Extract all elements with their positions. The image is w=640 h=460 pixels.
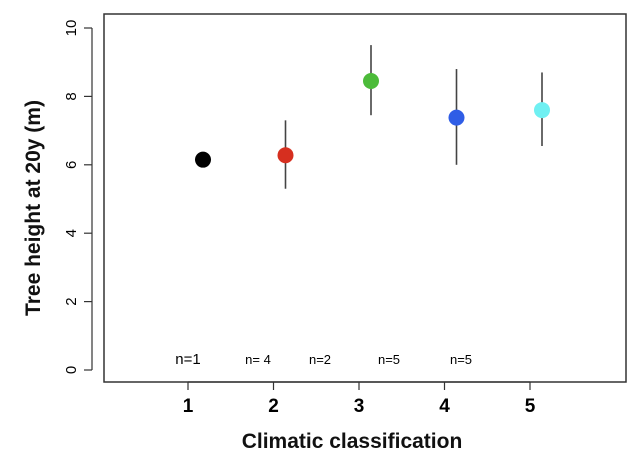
x-tick-label: 3 — [354, 396, 365, 417]
x-tick-label: 2 — [268, 396, 279, 417]
y-tick-label: 0 — [63, 366, 80, 374]
sample-size-label: n=5 — [378, 352, 400, 367]
x-tick-label: 5 — [525, 396, 536, 417]
x-tick-label: 1 — [183, 396, 194, 417]
sample-size-label: n=2 — [309, 352, 331, 367]
y-tick-label: 10 — [63, 20, 80, 37]
data-point — [534, 102, 550, 119]
data-point — [363, 73, 379, 90]
sample-size-label: n=5 — [450, 352, 472, 367]
plot-area-border — [103, 13, 627, 383]
y-tick-label: 2 — [63, 297, 80, 305]
x-axis-title: Climatic classification — [242, 430, 463, 453]
data-point — [195, 151, 211, 168]
x-tick-label: 4 — [439, 396, 450, 417]
data-point — [277, 147, 294, 164]
y-tick-label: 4 — [63, 229, 80, 237]
sample-size-label: n=1 — [175, 351, 200, 368]
y-axis-title: Tree height at 20y (m) — [22, 100, 45, 316]
data-point — [448, 109, 465, 126]
y-tick-label: 6 — [63, 161, 80, 169]
sample-size-label: n= 4 — [245, 352, 271, 367]
y-tick-label: 8 — [63, 92, 80, 100]
